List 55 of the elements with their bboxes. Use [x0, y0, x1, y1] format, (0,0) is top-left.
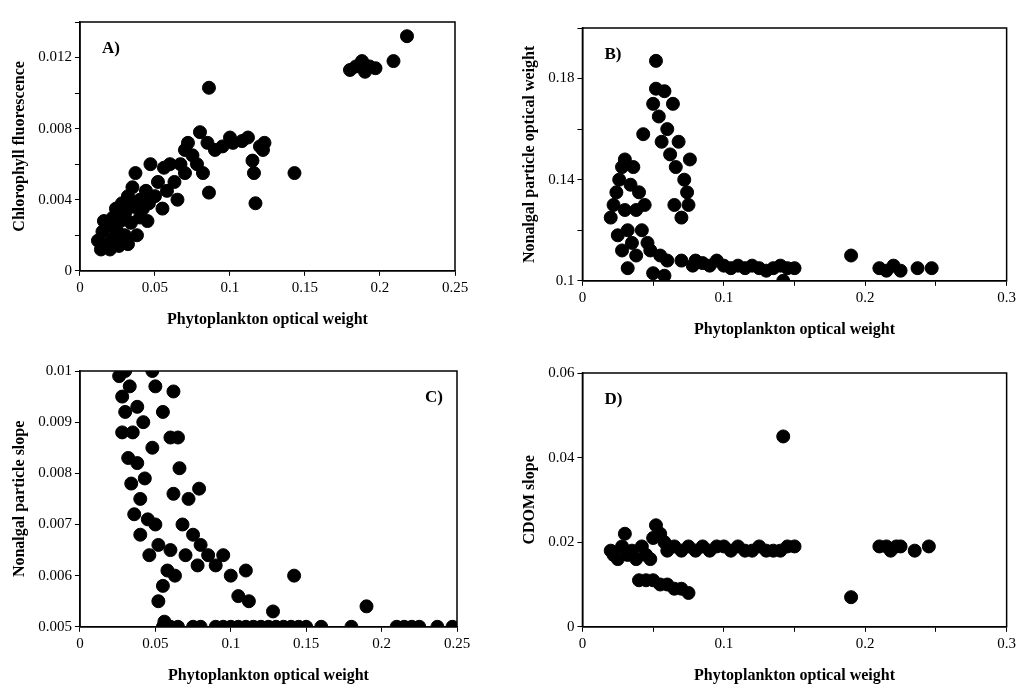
y-tick-label: 0	[64, 261, 72, 278]
x-tick-label: 0.25	[443, 634, 471, 651]
x-tick-label: 0.15	[291, 278, 319, 295]
point	[643, 552, 658, 567]
point	[776, 429, 791, 444]
y-tick-label: 0.04	[548, 448, 575, 465]
x-tick-label: 0.3	[997, 634, 1016, 651]
point	[907, 543, 922, 558]
y-tick-label: 0.009	[38, 413, 72, 430]
x-tick-label: 0.05	[142, 634, 169, 651]
annotation: A)	[101, 37, 120, 57]
x-axis-title: Phytoplankton optical weight	[694, 319, 896, 338]
annotation: C)	[425, 386, 443, 406]
point	[681, 585, 696, 600]
x-axis-title: Phytoplankton optical weight	[168, 665, 370, 684]
point	[921, 539, 936, 554]
x-tick-label: 0.2	[370, 278, 390, 295]
y-tick-label: 0.02	[548, 533, 575, 550]
y-tick-label: 0.18	[548, 69, 575, 86]
x-tick-label: 0.15	[293, 634, 320, 651]
x-tick-label: 0.3	[997, 288, 1016, 305]
y-axis-title: Nonalgal particle optical weight	[519, 45, 538, 264]
y-tick-label: 0.01	[45, 361, 72, 378]
y-tick-label: 0.008	[38, 119, 72, 136]
x-tick-label: 0.2	[855, 634, 875, 651]
y-tick-label: 0.008	[38, 464, 72, 481]
x-tick-label: 0.1	[220, 278, 240, 295]
y-tick-label: 0.14	[548, 170, 575, 187]
x-tick-label: 0.2	[855, 288, 875, 305]
y-tick-label: 0.004	[38, 190, 73, 207]
y-axis-title: CDOM slope	[519, 455, 538, 545]
y-tick-label: 0.012	[38, 48, 72, 65]
x-axis-title: Phytoplankton optical weight	[167, 309, 369, 328]
x-tick-label: 0.1	[714, 634, 734, 651]
x-tick-label: 0.1	[714, 288, 734, 305]
point	[617, 526, 632, 541]
x-tick-label: 0	[578, 288, 587, 305]
x-tick-label: 0	[578, 634, 587, 651]
annotation: B)	[604, 43, 622, 63]
x-tick-label: 0.05	[141, 278, 169, 295]
y-tick-label: 0	[566, 617, 575, 634]
y-axis-title: Chlorophyll fluorescence	[9, 61, 28, 232]
y-tick-label: 0.007	[38, 515, 73, 532]
x-axis-title: Phytoplankton optical weight	[694, 665, 896, 684]
annotation: D)	[604, 388, 623, 408]
x-tick-label: 0.1	[221, 634, 241, 651]
point	[844, 590, 859, 605]
y-tick-label: 0.06	[548, 363, 575, 380]
x-tick-label: 0	[76, 634, 84, 651]
y-tick-label: 0.005	[38, 617, 72, 634]
y-axis-title: Nonalgal particle slope	[9, 420, 28, 578]
y-tick-label: 0.006	[38, 566, 73, 583]
x-tick-label: 0.25	[441, 278, 469, 295]
x-tick-label: 0	[76, 278, 84, 295]
x-tick-label: 0.2	[372, 634, 391, 651]
